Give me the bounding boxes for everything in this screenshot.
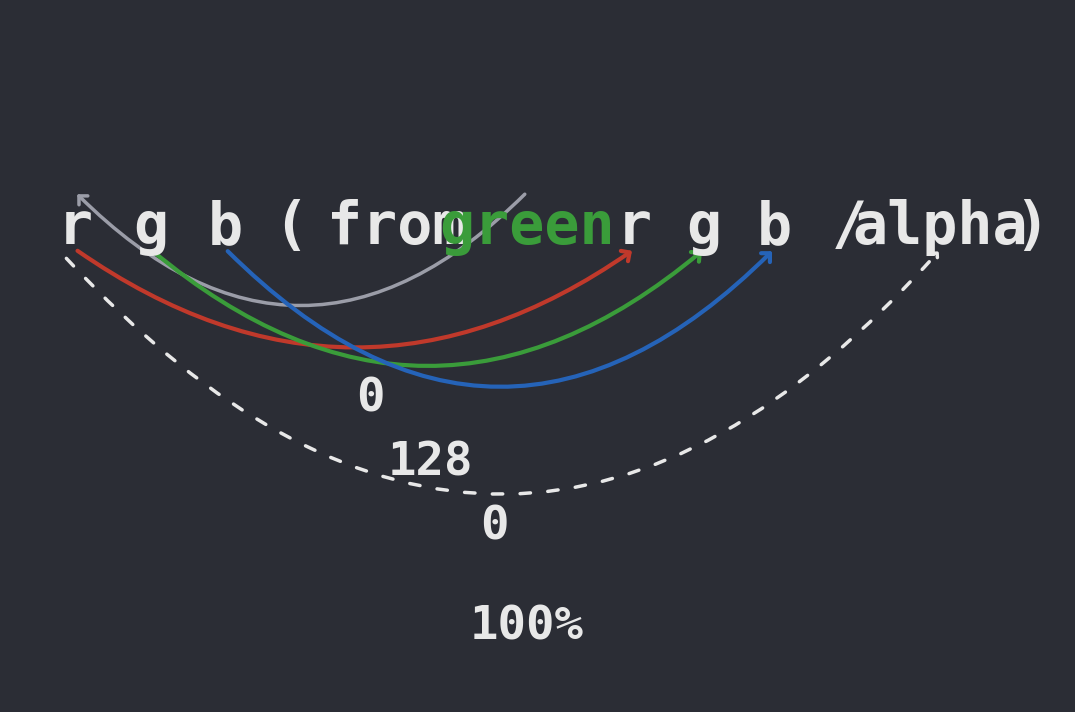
FancyArrowPatch shape	[153, 251, 700, 366]
Text: r: r	[617, 199, 651, 256]
Text: 128: 128	[387, 440, 473, 486]
Text: 0: 0	[481, 504, 508, 550]
Text: b: b	[757, 199, 791, 256]
Text: alpha: alpha	[852, 199, 1029, 256]
Text: 100%: 100%	[470, 604, 584, 649]
Text: g: g	[133, 199, 168, 256]
Text: from: from	[328, 199, 468, 256]
Text: ): )	[1015, 199, 1049, 256]
FancyArrowPatch shape	[77, 251, 630, 347]
FancyArrowPatch shape	[78, 194, 525, 305]
FancyArrowPatch shape	[228, 251, 770, 387]
Text: (: (	[273, 199, 307, 256]
FancyArrowPatch shape	[67, 253, 937, 494]
Text: /: /	[832, 199, 866, 256]
Text: g: g	[687, 199, 721, 256]
Text: b: b	[209, 199, 243, 256]
Text: r: r	[58, 199, 92, 256]
Text: green: green	[439, 199, 615, 256]
Text: 0: 0	[357, 376, 385, 422]
